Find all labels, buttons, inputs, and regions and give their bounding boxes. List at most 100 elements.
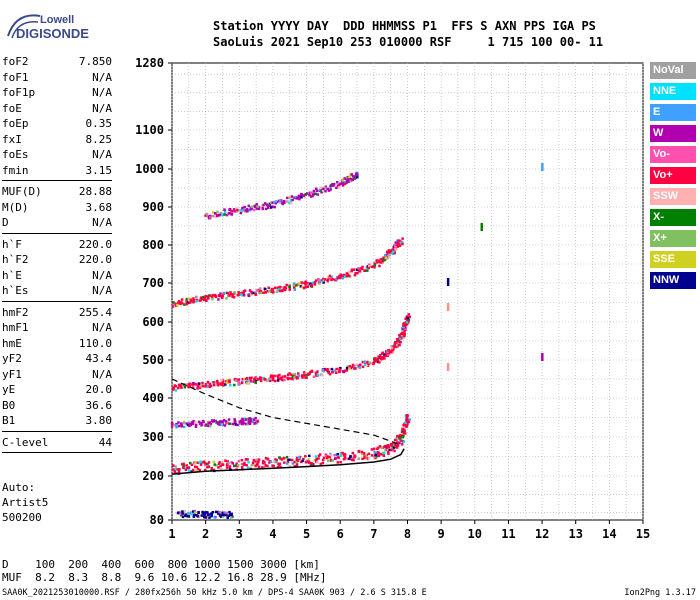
legend-item: Vo+ (650, 167, 696, 184)
echo-point (288, 196, 292, 199)
param-name: foE (2, 101, 22, 115)
echo-point (206, 296, 210, 300)
echo-point (351, 178, 355, 181)
echo-point (315, 189, 319, 193)
echo-point (386, 354, 389, 358)
echo-point (404, 432, 407, 435)
echo-point (394, 443, 398, 446)
echo-point (235, 207, 239, 210)
echo-point (288, 372, 291, 375)
echo-point (289, 201, 293, 204)
y-tick-label: 300 (142, 430, 164, 444)
echo-point (206, 380, 210, 384)
echo-point (268, 461, 271, 464)
echo-point (228, 208, 231, 211)
echo-point (297, 282, 300, 285)
echo-point (262, 459, 265, 463)
echo-point (208, 385, 212, 389)
echo-point (231, 422, 235, 426)
echo-point (213, 463, 216, 466)
echo-point (363, 269, 366, 272)
echo-point (349, 179, 353, 183)
echo-point (373, 359, 376, 362)
param-name: M(D) (2, 200, 29, 214)
echo-point (213, 516, 217, 519)
echo-point (408, 418, 411, 421)
echo-point (348, 367, 351, 370)
echo-point (290, 458, 294, 462)
echo-point (356, 173, 359, 177)
param-row: D N/A (2, 215, 112, 231)
echo-point (387, 249, 391, 252)
echo-point (291, 462, 295, 465)
echo-point (343, 275, 347, 278)
echo-point (400, 439, 403, 442)
echo-point (343, 182, 347, 186)
echo-point (183, 303, 186, 306)
echo-point (242, 291, 245, 295)
echo-point (264, 464, 267, 467)
echo-point (221, 381, 225, 385)
echo-point (305, 373, 308, 377)
echo-point (266, 290, 270, 293)
echo-point (366, 269, 369, 272)
echo-point (250, 463, 254, 467)
echo-point (396, 443, 400, 446)
echo-point (341, 180, 345, 183)
echo-point (221, 296, 224, 300)
echo-point (299, 285, 303, 288)
echo-point (393, 449, 396, 453)
echo-point (383, 444, 387, 448)
echo-point (225, 466, 229, 469)
echo-point (203, 468, 207, 472)
echo-point (353, 367, 356, 370)
echo-point (329, 458, 333, 462)
echo-point (199, 385, 202, 388)
echo-point (386, 444, 390, 447)
echo-point (364, 363, 367, 367)
echo-point (176, 303, 179, 307)
echo-point (278, 287, 281, 291)
legend-item: X- (650, 209, 696, 226)
echo-point (353, 454, 356, 457)
echo-point (187, 469, 191, 472)
echo-point (275, 290, 279, 294)
echo-point (273, 286, 277, 290)
echo-point (403, 324, 406, 327)
echo-point (178, 468, 181, 471)
echo-point (293, 376, 296, 379)
echo-point (318, 282, 322, 285)
echo-point (272, 464, 275, 468)
echo-point (214, 215, 218, 219)
echo-point (377, 454, 381, 458)
echo-point (268, 379, 272, 382)
echo-point (395, 343, 399, 347)
echo-point (211, 297, 214, 301)
echo-point (276, 286, 279, 289)
param-name: yE (2, 383, 16, 396)
echo-point (394, 248, 397, 251)
param-name: foF1p (2, 86, 36, 99)
echo-point (204, 299, 208, 302)
param-value: 220.0 (78, 253, 112, 266)
echo-point (197, 511, 200, 515)
echo-point (248, 377, 252, 380)
echo-point (377, 355, 380, 358)
echo-point (225, 213, 229, 217)
echo-point (218, 423, 221, 426)
dashed-curve (171, 378, 402, 446)
echo-point (288, 288, 291, 291)
echo-point (365, 363, 369, 367)
echo-point (384, 448, 387, 452)
echo-point (266, 457, 270, 461)
echo-point (356, 175, 359, 179)
echo-point (172, 301, 175, 304)
legend-item: X+ (650, 230, 696, 247)
echo-point (339, 454, 342, 457)
echo-point (307, 458, 310, 461)
param-value: 43.4 (85, 352, 113, 365)
echo-point (381, 351, 385, 354)
echo-point (243, 377, 246, 381)
echo-point (229, 292, 233, 296)
echo-point (221, 513, 224, 517)
